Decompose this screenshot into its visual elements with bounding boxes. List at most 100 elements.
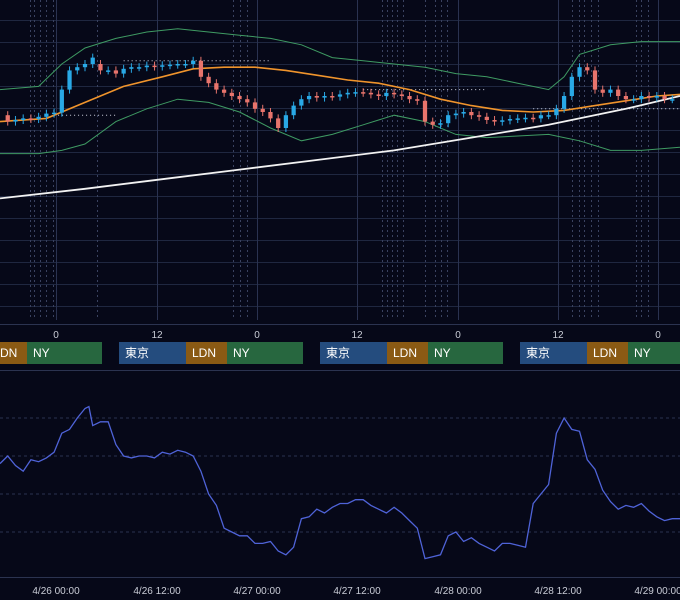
session-ny: NY	[227, 342, 303, 364]
candle-body	[376, 94, 381, 96]
hour-axis: 0 12 0 12 0 12 0	[53, 330, 661, 341]
hour-tick-label: 0	[53, 330, 59, 341]
candle-body	[21, 118, 26, 120]
candle-body	[422, 100, 428, 122]
session-tokyo: 東京	[320, 342, 387, 364]
bollinger-upper-line	[0, 28, 680, 91]
session-london: LDN	[387, 342, 428, 364]
candle-body	[314, 96, 319, 98]
candle-body	[306, 96, 312, 100]
candle-body	[469, 112, 474, 116]
candle-body	[492, 120, 497, 122]
candle-body	[546, 115, 551, 117]
candle-body	[639, 96, 644, 100]
candle-body	[198, 60, 204, 77]
candle-body	[523, 117, 528, 120]
session-tokyo: 東京	[520, 342, 587, 364]
session-london: LDN	[587, 342, 628, 364]
hour-tick-label: 12	[552, 330, 564, 341]
candle-body	[554, 108, 559, 116]
candle-body	[616, 89, 621, 96]
candle-body	[283, 115, 289, 128]
candle-body	[585, 67, 590, 71]
candle-body	[206, 76, 211, 84]
candle-body	[152, 65, 157, 68]
candle-body	[167, 64, 173, 67]
date-tick-label: 4/27 12:00	[333, 586, 381, 597]
candle-body	[608, 89, 613, 93]
candle-body	[415, 99, 420, 101]
session-markers	[30, 0, 649, 320]
candle-body	[28, 118, 34, 120]
candle-body	[577, 67, 582, 77]
session-london: DN	[0, 342, 27, 364]
overlay-lines	[0, 28, 680, 200]
candle-body	[430, 121, 435, 125]
candle-body	[183, 64, 188, 66]
candlesticks	[5, 53, 675, 132]
candle-body	[90, 57, 95, 64]
date-tick-label: 4/27 00:00	[233, 586, 281, 597]
candle-body	[129, 67, 134, 69]
date-tick-label: 4/29 00:00	[634, 586, 680, 597]
candle-body	[75, 67, 80, 71]
candle-body	[113, 70, 119, 74]
candle-body	[337, 94, 343, 97]
candle-body	[600, 89, 605, 93]
candle-body	[623, 96, 629, 100]
date-tick-label: 4/28 00:00	[434, 586, 482, 597]
session-ny: NY	[428, 342, 503, 364]
candle-body	[221, 89, 227, 93]
candle-body	[291, 105, 296, 116]
hour-tick-label: 0	[455, 330, 461, 341]
indicator-grid	[0, 417, 680, 533]
candle-body	[237, 96, 242, 100]
hour-tick-label: 0	[254, 330, 260, 341]
candle-body	[391, 92, 397, 95]
candle-body	[330, 96, 335, 98]
candle-body	[36, 116, 41, 120]
candle-body	[569, 76, 574, 96]
candle-body	[361, 92, 366, 94]
candle-body	[507, 119, 513, 121]
candle-body	[268, 112, 273, 119]
moving-average-line	[0, 66, 680, 123]
candle-body	[561, 96, 567, 109]
candle-body	[438, 123, 443, 125]
candle-body	[476, 115, 482, 117]
candle-body	[461, 112, 466, 114]
hour-tick-label: 12	[151, 330, 163, 341]
hour-tick-label: 0	[655, 330, 661, 341]
candle-body	[384, 92, 389, 96]
candle-body	[229, 92, 234, 96]
candle-body	[654, 96, 659, 98]
candle-body	[631, 99, 636, 101]
date-tick-label: 4/28 12:00	[534, 586, 582, 597]
candle-body	[399, 94, 404, 96]
candle-body	[98, 64, 103, 71]
candle-body	[353, 92, 358, 94]
candle-body	[592, 70, 598, 90]
candle-body	[515, 118, 520, 120]
candle-body	[368, 92, 374, 95]
candle-body	[106, 70, 111, 72]
candle-body	[662, 96, 667, 100]
long-moving-average-line	[0, 95, 680, 200]
candle-body	[260, 108, 265, 112]
candle-body	[51, 112, 57, 115]
candle-body	[191, 60, 196, 64]
candle-body	[44, 113, 49, 117]
candle-body	[245, 99, 250, 103]
date-tick-label: 4/26 12:00	[133, 586, 181, 597]
candle-body	[446, 115, 451, 124]
session-tokyo: 東京	[119, 342, 186, 364]
candle-body	[484, 116, 489, 120]
candle-body	[299, 99, 304, 106]
session-ny: NY	[628, 342, 680, 364]
candle-body	[322, 96, 327, 98]
candle-body	[82, 64, 88, 68]
candle-body	[453, 113, 459, 116]
hour-tick-label: 12	[351, 330, 363, 341]
session-ny: NY	[27, 342, 102, 364]
